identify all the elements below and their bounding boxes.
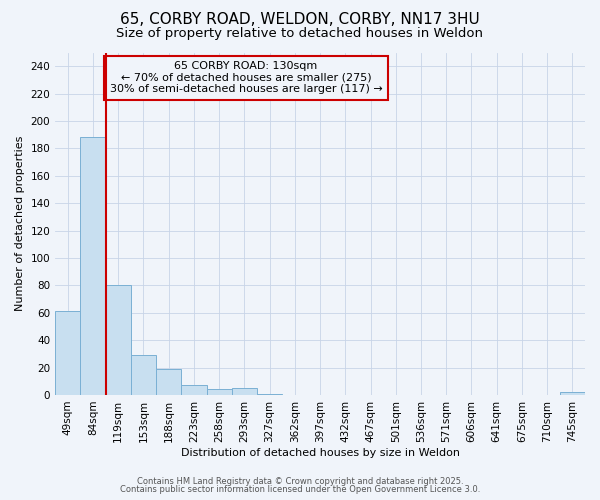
Y-axis label: Number of detached properties: Number of detached properties — [15, 136, 25, 312]
Text: 65 CORBY ROAD: 130sqm
← 70% of detached houses are smaller (275)
30% of semi-det: 65 CORBY ROAD: 130sqm ← 70% of detached … — [110, 61, 382, 94]
Text: Contains public sector information licensed under the Open Government Licence 3.: Contains public sector information licen… — [120, 485, 480, 494]
Bar — [206, 390, 232, 395]
Bar — [80, 138, 106, 395]
Bar — [232, 388, 257, 395]
Bar — [560, 392, 585, 395]
X-axis label: Distribution of detached houses by size in Weldon: Distribution of detached houses by size … — [181, 448, 460, 458]
Text: Contains HM Land Registry data © Crown copyright and database right 2025.: Contains HM Land Registry data © Crown c… — [137, 477, 463, 486]
Bar — [257, 394, 282, 395]
Bar — [106, 286, 131, 395]
Text: 65, CORBY ROAD, WELDON, CORBY, NN17 3HU: 65, CORBY ROAD, WELDON, CORBY, NN17 3HU — [120, 12, 480, 28]
Bar — [181, 386, 206, 395]
Bar — [131, 355, 156, 395]
Text: Size of property relative to detached houses in Weldon: Size of property relative to detached ho… — [116, 28, 484, 40]
Bar — [156, 369, 181, 395]
Bar — [55, 312, 80, 395]
